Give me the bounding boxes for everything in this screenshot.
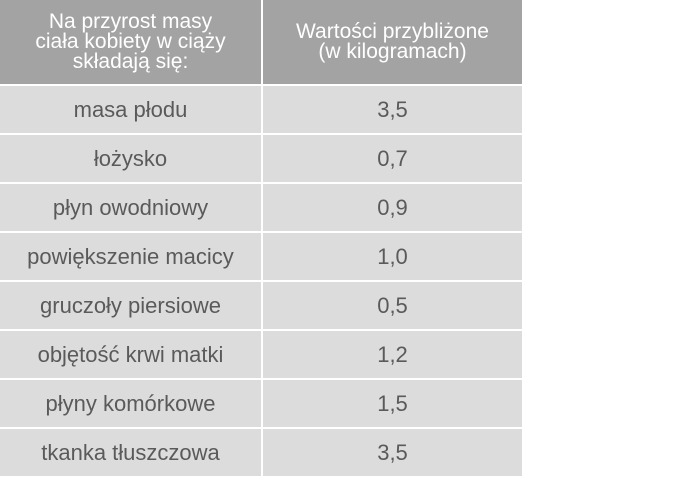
table-row: tkanka tłuszczowa 3,5 [0, 428, 522, 478]
header-component-line-3: składają się: [72, 50, 189, 73]
header-component: Na przyrost masy ciała kobiety w ciąży s… [0, 0, 263, 86]
header-value-line-1: Wartości przybliżone [296, 20, 489, 43]
cell-value: 1,5 [262, 379, 522, 429]
header-component-line-1: Na przyrost masy [48, 10, 213, 33]
table-row: masa płodu 3,5 [0, 85, 522, 135]
cell-component: płyn owodniowy [0, 183, 263, 233]
cell-component: masa płodu [0, 85, 263, 135]
table-body: masa płodu 3,5 łożysko 0,7 płyn owodniow… [0, 85, 522, 478]
table-row: gruczoły piersiowe 0,5 [0, 281, 522, 331]
table-row: płyny komórkowe 1,5 [0, 379, 522, 429]
table-row: powiększenie macicy 1,0 [0, 232, 522, 282]
cell-component: tkanka tłuszczowa [0, 428, 263, 478]
cell-component: objętość krwi matki [0, 330, 263, 380]
cell-component: powiększenie macicy [0, 232, 263, 282]
cell-value: 1,0 [262, 232, 522, 282]
cell-value: 3,5 [262, 428, 522, 478]
header-value-line-2: (w kilogramach) [318, 40, 467, 63]
cell-value: 0,9 [262, 183, 522, 233]
cell-component: łożysko [0, 134, 263, 184]
cell-component: gruczoły piersiowe [0, 281, 263, 331]
header-value: Wartości przybliżone (w kilogramach) [262, 0, 522, 86]
cell-component: płyny komórkowe [0, 379, 263, 429]
cell-value: 0,5 [262, 281, 522, 331]
cell-value: 0,7 [262, 134, 522, 184]
header-component-line-2: ciała kobiety w ciąży [35, 30, 226, 53]
table-header: Na przyrost masy ciała kobiety w ciąży s… [0, 0, 522, 86]
header-row: Na przyrost masy ciała kobiety w ciąży s… [0, 0, 522, 86]
cell-value: 1,2 [262, 330, 522, 380]
table-row: objętość krwi matki 1,2 [0, 330, 522, 380]
table-row: łożysko 0,7 [0, 134, 522, 184]
cell-value: 3,5 [262, 85, 522, 135]
table-row: płyn owodniowy 0,9 [0, 183, 522, 233]
weight-gain-table: Na przyrost masy ciała kobiety w ciąży s… [0, 0, 522, 478]
